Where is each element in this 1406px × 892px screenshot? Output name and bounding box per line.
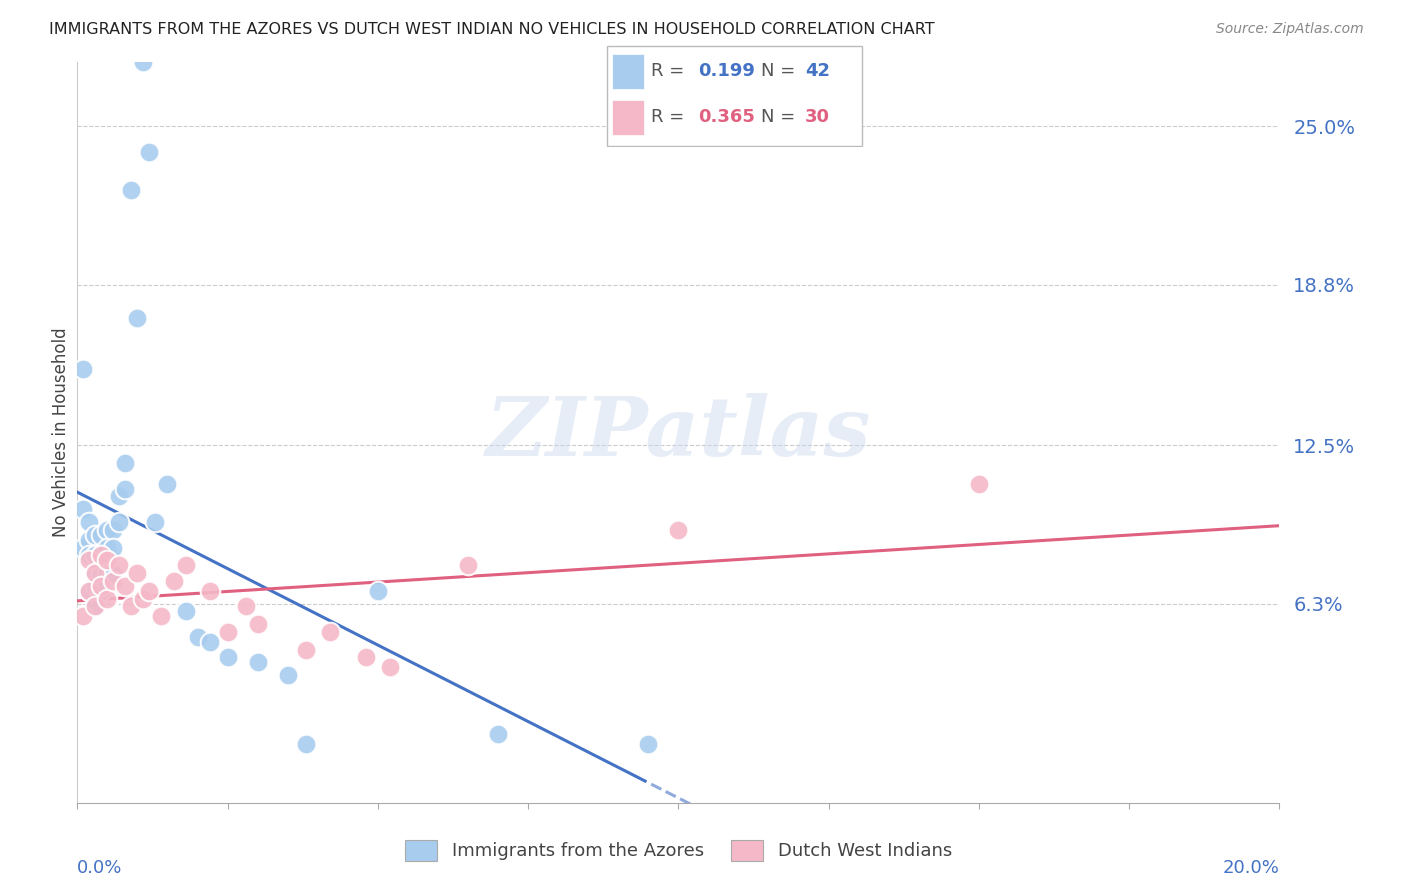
Point [84,599,107,614]
Point [457,558,479,573]
Text: ZIPatlas: ZIPatlas [485,392,872,473]
Point [96,553,118,567]
Text: 42: 42 [804,62,830,79]
Text: 0.365: 0.365 [699,108,755,126]
Point [84,548,107,562]
Point [217,650,239,665]
Point [96,523,118,537]
Text: R =: R = [651,108,690,126]
Text: N =: N = [761,62,800,79]
Point [145,515,167,529]
Point [72,541,94,555]
FancyBboxPatch shape [613,100,644,135]
Point [108,558,131,573]
Point [90,548,112,562]
Point [235,599,257,614]
Point [84,579,107,593]
Point [90,566,112,580]
Point [108,515,131,529]
Point [127,310,149,325]
Text: 0.199: 0.199 [699,62,755,79]
Point [217,624,239,639]
Point [120,599,142,614]
Point [84,566,107,580]
FancyBboxPatch shape [607,45,862,146]
Point [103,574,125,588]
Point [174,558,197,573]
Point [637,737,659,751]
FancyBboxPatch shape [613,54,644,88]
Point [84,599,107,614]
Text: IMMIGRANTS FROM THE AZORES VS DUTCH WEST INDIAN NO VEHICLES IN HOUSEHOLD CORRELA: IMMIGRANTS FROM THE AZORES VS DUTCH WEST… [49,22,935,37]
Point [90,583,112,598]
Point [162,574,184,588]
Point [367,583,389,598]
Text: N =: N = [761,108,800,126]
Point [150,609,173,624]
Point [90,579,112,593]
Text: Source: ZipAtlas.com: Source: ZipAtlas.com [1216,22,1364,37]
Point [79,583,101,598]
Point [277,668,299,682]
Point [84,527,107,541]
Point [127,566,149,580]
Point [90,527,112,541]
Point [96,541,118,555]
Point [294,737,316,751]
Point [72,609,94,624]
Point [246,617,269,632]
Point [79,515,101,529]
Y-axis label: No Vehicles in Household: No Vehicles in Household [52,327,70,538]
Point [132,591,155,606]
Point [84,566,107,580]
Text: 0.0%: 0.0% [77,859,122,877]
Point [138,145,160,159]
Point [96,566,118,580]
Point [72,361,94,376]
Point [246,656,269,670]
Point [294,642,316,657]
Point [79,553,101,567]
Point [156,476,179,491]
Point [486,727,509,741]
Point [198,583,221,598]
Point [138,583,160,598]
Text: 30: 30 [804,108,830,126]
Point [114,579,136,593]
Point [72,502,94,516]
Point [967,476,990,491]
Point [103,541,125,555]
Text: R =: R = [651,62,690,79]
Point [120,183,142,197]
Point [198,635,221,649]
Point [378,660,401,674]
Point [668,523,690,537]
Point [186,630,209,644]
Text: 20.0%: 20.0% [1223,859,1279,877]
Point [79,583,101,598]
Legend: Immigrants from the Azores, Dutch West Indians: Immigrants from the Azores, Dutch West I… [398,832,959,868]
Point [79,548,101,562]
Point [114,456,136,470]
Point [114,482,136,496]
Point [79,533,101,547]
Point [354,650,377,665]
Point [174,604,197,618]
Point [103,566,125,580]
Point [90,548,112,562]
Point [103,523,125,537]
Point [96,591,118,606]
Point [132,55,155,70]
Point [108,490,131,504]
Point [319,624,342,639]
